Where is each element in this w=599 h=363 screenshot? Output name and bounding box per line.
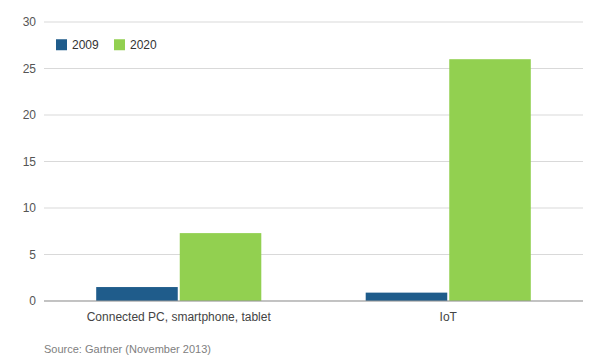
bar [449,59,531,301]
y-tick-label: 30 [23,15,37,29]
y-tick-label: 20 [23,108,37,122]
y-tick-label: 25 [23,62,37,76]
legend-background [52,33,172,55]
x-axis-line [44,301,583,302]
bar [366,293,448,301]
bars [96,59,531,301]
y-tick-label: 15 [23,155,37,169]
y-tick-label: 0 [29,294,36,308]
grid-line [44,22,583,23]
bar [180,233,262,301]
chart: 0 5 10 15 20 25 30 Connected PC, smartphone, ta… [0,0,599,363]
source-note: Source: Gartner (November 2013) [44,343,211,355]
y-tick-label: 5 [29,248,36,262]
x-tick-label: Connected PC, smartphone, tablet [87,310,272,324]
legend: 2009 2020 [52,33,172,55]
grid [44,22,583,301]
grid-line [44,301,583,302]
y-tick-label: 10 [23,201,37,215]
legend-label: 2009 [72,38,99,52]
legend-swatch [114,39,125,50]
legend-label: 2020 [130,38,157,52]
bar [96,287,178,301]
x-tick-label: IoT [440,310,458,324]
legend-swatch [56,39,67,50]
